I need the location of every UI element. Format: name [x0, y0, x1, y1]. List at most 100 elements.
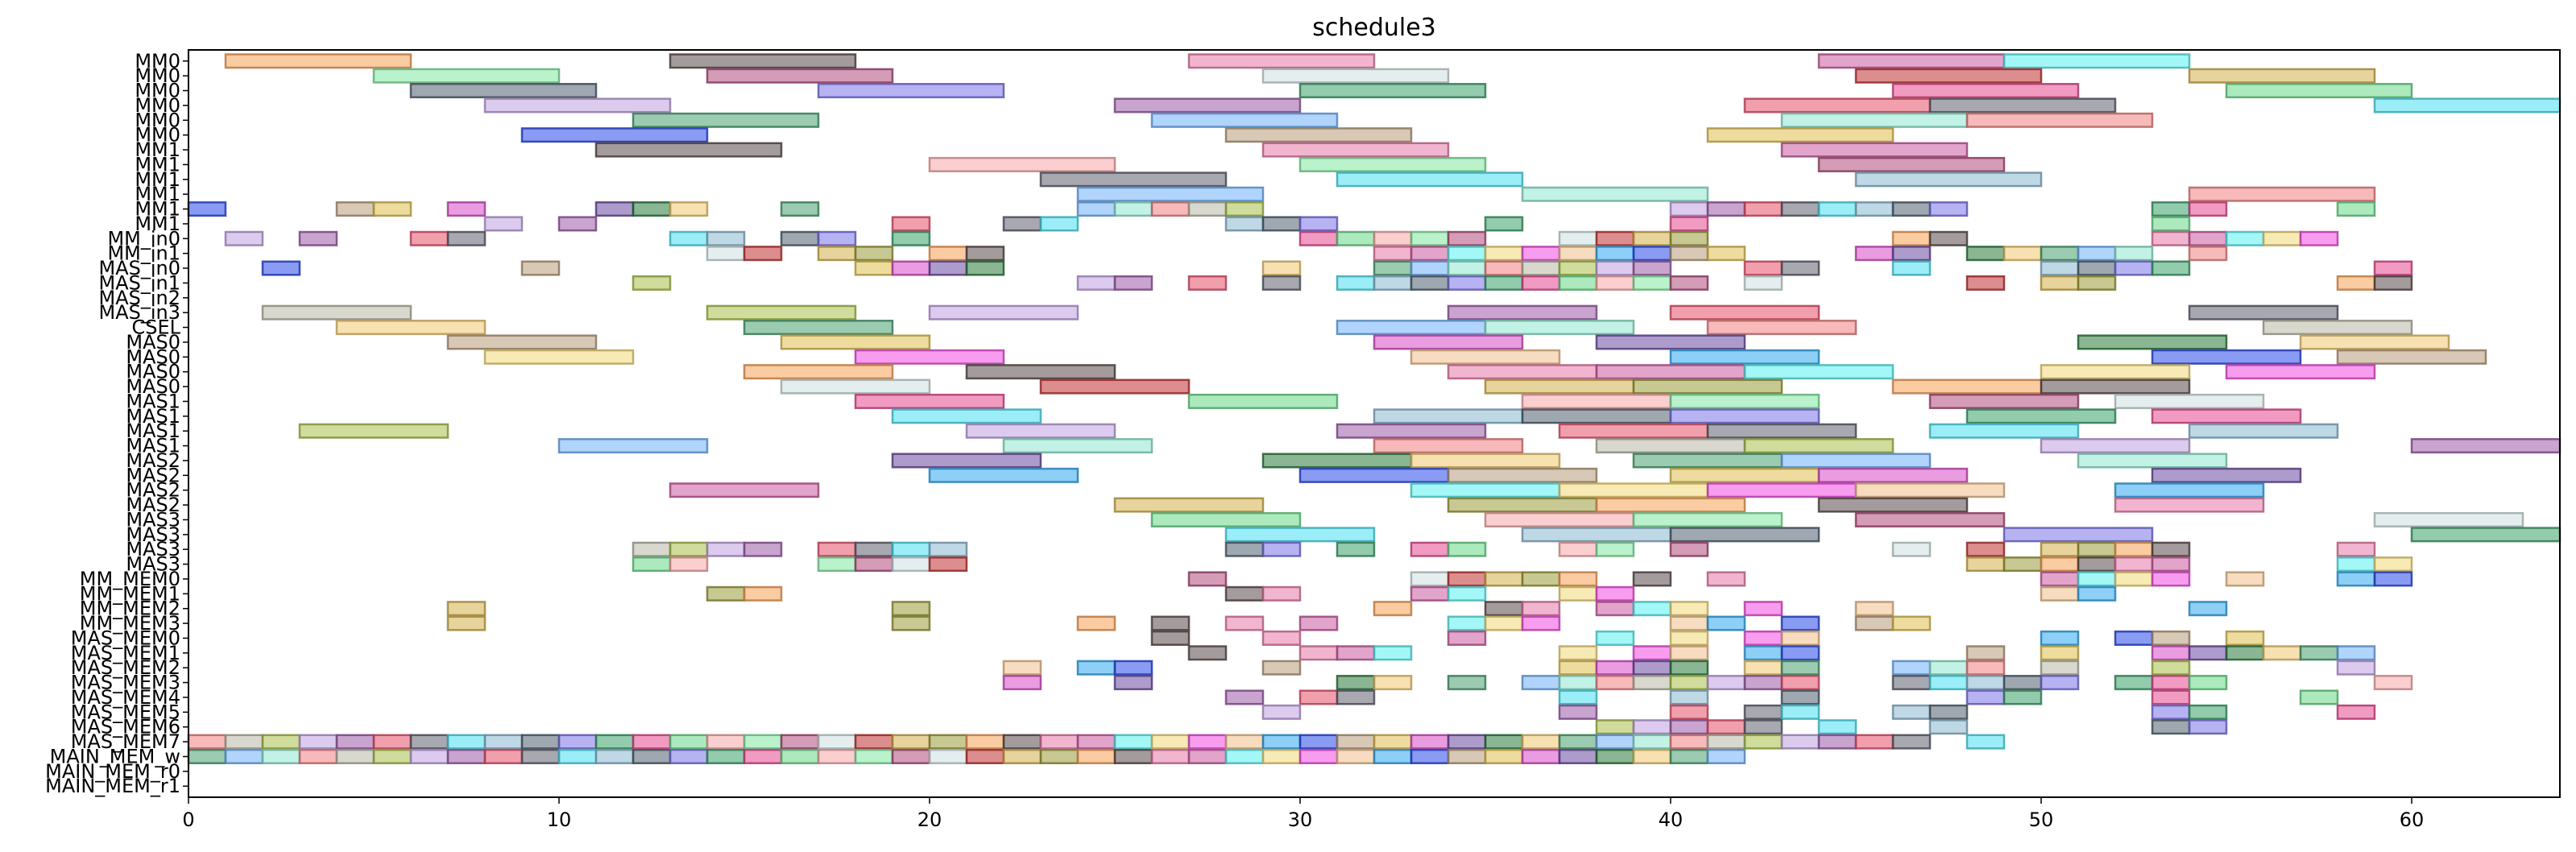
task-bar	[1004, 735, 1041, 749]
task-bar	[1745, 365, 1893, 378]
task-bar	[1559, 276, 1597, 290]
task-bar	[855, 262, 892, 275]
task-bar	[930, 543, 967, 556]
task-bar	[1745, 276, 1782, 290]
task-bar	[2041, 587, 2078, 601]
task-bar	[1856, 483, 2004, 497]
task-bar	[1041, 750, 1078, 763]
task-bar	[1226, 543, 1263, 556]
task-bar	[1485, 246, 1522, 260]
task-bar	[1263, 587, 1300, 601]
task-bar	[1263, 543, 1300, 556]
task-bar	[485, 735, 522, 749]
task-bar	[1374, 676, 1411, 689]
task-bar	[2189, 705, 2226, 719]
task-bar	[633, 276, 670, 290]
task-bar	[1300, 647, 1337, 660]
task-bar	[448, 202, 485, 216]
task-bar	[1300, 750, 1337, 763]
task-bar	[1597, 262, 1634, 275]
task-bar	[1634, 232, 1671, 246]
task-bar	[1930, 202, 1967, 216]
task-bar	[744, 735, 781, 749]
task-bar	[559, 735, 596, 749]
task-bar	[2152, 705, 2189, 719]
row-label: MAIN_MEM_r1	[45, 775, 180, 797]
task-bar	[1559, 424, 1708, 438]
task-bar	[1671, 528, 1819, 542]
task-bar	[226, 55, 411, 68]
task-bar	[781, 232, 818, 246]
task-bar	[1041, 217, 1078, 231]
task-bar	[1078, 617, 1115, 631]
task-bar	[1485, 276, 1522, 290]
task-bar	[1263, 454, 1411, 468]
task-bar	[2041, 631, 2078, 645]
task-bar	[1782, 202, 1819, 216]
task-bar	[1671, 617, 1708, 631]
task-bar	[707, 587, 744, 601]
task-bar	[1411, 454, 1559, 468]
task-bar	[1671, 647, 1708, 660]
task-bar	[1708, 483, 1856, 497]
task-bar	[559, 439, 707, 453]
task-bar	[1893, 246, 1930, 260]
task-bar	[1597, 720, 1634, 734]
task-bar	[1004, 750, 1041, 763]
task-bar	[2152, 217, 2189, 231]
task-bar	[2115, 246, 2152, 260]
task-bar	[300, 232, 337, 246]
task-bar	[226, 232, 263, 246]
task-bar	[1930, 232, 1967, 246]
task-bar	[1374, 336, 1522, 349]
task-bar	[2004, 55, 2189, 68]
task-bar	[1671, 691, 1708, 705]
task-bar	[1559, 750, 1597, 763]
task-bar	[1115, 735, 1152, 749]
task-bar	[2338, 647, 2375, 660]
task-bar	[1708, 424, 1856, 438]
task-bar	[1374, 276, 1411, 290]
task-bar	[633, 202, 670, 216]
task-bar	[1448, 276, 1485, 290]
task-bar	[2004, 676, 2041, 689]
task-bar	[1634, 750, 1671, 763]
task-bar	[855, 543, 892, 556]
task-bar	[818, 557, 855, 571]
task-bar	[818, 232, 855, 246]
task-bar	[2078, 587, 2115, 601]
task-bar	[1115, 750, 1152, 763]
task-bar	[892, 602, 930, 615]
task-bar	[2115, 573, 2152, 586]
task-bar	[522, 262, 559, 275]
task-bar	[1337, 691, 1374, 705]
task-bar	[522, 735, 559, 749]
task-bar	[1930, 424, 2078, 438]
task-bar	[2078, 543, 2115, 556]
task-bar	[1819, 735, 1856, 749]
x-tick-label: 40	[1659, 809, 1684, 831]
task-bar	[1485, 573, 1522, 586]
task-bar	[1634, 676, 1671, 689]
task-bar	[1337, 735, 1374, 749]
task-bar	[1708, 128, 1893, 142]
task-bar	[1448, 617, 1485, 631]
task-bar	[2301, 336, 2449, 349]
task-bar	[1671, 246, 1708, 260]
task-bar	[1745, 735, 1782, 749]
task-bar	[337, 750, 374, 763]
task-bar	[1448, 365, 1597, 378]
task-bar	[2189, 246, 2226, 260]
task-bar	[744, 750, 781, 763]
task-bar	[2338, 276, 2375, 290]
task-bar	[855, 750, 892, 763]
task-bar	[1411, 262, 1448, 275]
task-bar	[1522, 735, 1559, 749]
task-bar	[2226, 84, 2412, 97]
task-bar	[2189, 306, 2338, 320]
task-bar	[2078, 454, 2226, 468]
task-bar	[1485, 513, 1634, 527]
task-bar	[967, 424, 1115, 438]
task-bar	[633, 735, 670, 749]
